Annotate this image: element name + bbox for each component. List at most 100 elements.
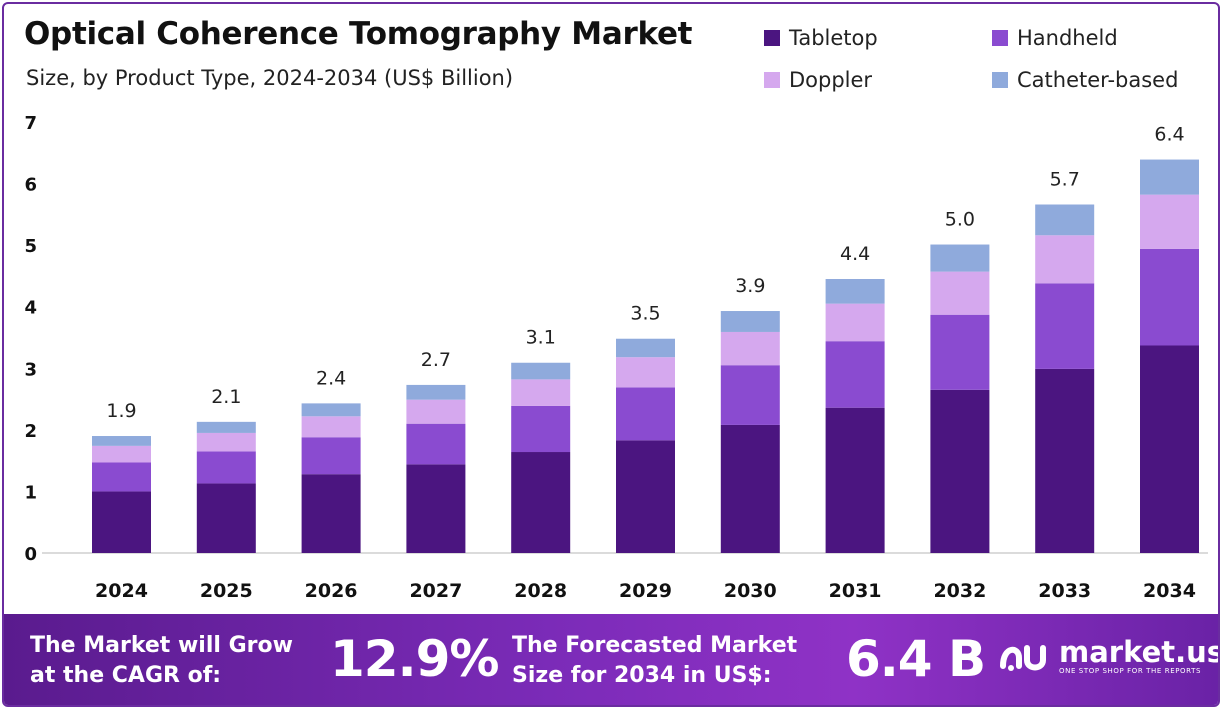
chart-subtitle: Size, by Product Type, 2024-2034 (US$ Bi… (26, 66, 514, 90)
bar-segment-handheld-2031 (825, 341, 885, 408)
legend-swatch (992, 30, 1008, 46)
brand-name: market.us (1059, 635, 1220, 669)
x-tick-label-2027: 2027 (409, 580, 462, 602)
x-tick-label-2024: 2024 (95, 580, 148, 602)
bar-segment-handheld-2027 (406, 423, 466, 465)
legend-swatch (764, 30, 780, 46)
bar-segment-tabletop-2030 (720, 424, 780, 553)
bar-segment-doppler-2028 (511, 379, 571, 406)
y-tick-label: 2 (24, 421, 37, 442)
chart-plot: 0 1 2 3 4 5 6 7 1.9 2024 2.1 2025 2.4 2026 2.7 2027 3.1 2… (24, 113, 1208, 602)
y-tick-label: 6 (24, 175, 37, 196)
y-tick-label: 1 (24, 482, 37, 503)
bar-total-label-2024: 1.9 (106, 400, 136, 422)
bar-segment-catheter-based-2030 (720, 311, 780, 332)
bar-segment-handheld-2030 (720, 365, 780, 425)
x-tick-label-2026: 2026 (305, 580, 358, 602)
bar-total-label-2026: 2.4 (316, 367, 346, 389)
legend-swatch (764, 72, 780, 88)
bar-segment-catheter-based-2031 (825, 279, 885, 304)
bar-segment-tabletop-2026 (301, 474, 361, 553)
x-tick-label-2025: 2025 (200, 580, 253, 602)
bar-total-label-2027: 2.7 (421, 349, 451, 371)
bar-segment-handheld-2024 (92, 462, 151, 492)
bar-segment-doppler-2025 (196, 432, 256, 452)
bar-segment-catheter-based-2025 (196, 421, 256, 433)
bar-segment-doppler-2026 (301, 416, 361, 438)
legend-item-catheter-based: Catheter-based (992, 68, 1178, 92)
bar-total-label-2028: 3.1 (526, 327, 556, 349)
x-tick-label-2030: 2030 (724, 580, 777, 602)
bar-segment-tabletop-2034 (1140, 345, 1199, 553)
y-tick-label: 0 (24, 544, 37, 565)
bar-segment-tabletop-2029 (616, 440, 675, 553)
bar-segment-doppler-2024 (92, 445, 151, 463)
cagr-caption: The Market will Grow at the CAGR of: (30, 631, 293, 691)
bar-segment-doppler-2027 (406, 399, 466, 424)
legend-label: Tabletop (789, 26, 878, 50)
cagr-value: 12.9% (330, 630, 499, 688)
bar-segment-tabletop-2027 (406, 464, 466, 553)
legend-swatch (992, 72, 1008, 88)
bar-segment-doppler-2031 (825, 303, 885, 342)
bar-segment-tabletop-2031 (825, 407, 885, 553)
bar-segment-handheld-2034 (1140, 248, 1199, 346)
footer-banner: The Market will Grow at the CAGR of: 12.… (4, 614, 1220, 705)
bar-segment-tabletop-2025 (196, 483, 256, 553)
bar-segment-tabletop-2024 (92, 491, 151, 553)
legend-label: Handheld (1017, 26, 1118, 50)
cagr-caption-line-2: at the CAGR of: (30, 663, 222, 688)
forecast-caption-line-1: The Forecasted Market (512, 633, 798, 658)
legend-label: Catheter-based (1017, 68, 1179, 92)
bar-segment-doppler-2029 (616, 357, 675, 388)
forecast-caption: The Forecasted Market Size for 2034 in U… (512, 631, 797, 691)
chart-title: Optical Coherence Tomography Market (24, 16, 693, 52)
x-tick-label-2032: 2032 (933, 580, 986, 602)
bar-total-label-2033: 5.7 (1050, 169, 1080, 191)
bar-total-label-2034: 6.4 (1154, 124, 1184, 146)
bar-total-label-2031: 4.4 (840, 243, 870, 265)
bar-segment-tabletop-2028 (511, 452, 571, 553)
bar-segment-catheter-based-2024 (92, 436, 151, 446)
bar-segment-handheld-2026 (301, 437, 361, 475)
bar-segment-catheter-based-2034 (1140, 159, 1199, 195)
y-tick-label: 4 (24, 298, 37, 319)
bar-segment-handheld-2032 (930, 314, 990, 390)
y-tick-label: 7 (24, 113, 37, 134)
bar-segment-catheter-based-2029 (616, 338, 675, 358)
x-tick-label-2031: 2031 (829, 580, 882, 602)
x-tick-label-2029: 2029 (619, 580, 672, 602)
bar-segment-catheter-based-2026 (301, 403, 361, 417)
bar-segment-catheter-based-2032 (930, 244, 990, 272)
bar-segment-handheld-2028 (511, 405, 571, 453)
forecast-caption-line-2: Size for 2034 in US$: (512, 663, 772, 688)
bar-segment-tabletop-2033 (1035, 368, 1095, 553)
brand-logo: market.us ONE STOP SHOP FOR THE REPORTS (997, 635, 1220, 676)
x-tick-label-2033: 2033 (1038, 580, 1091, 602)
bar-total-label-2029: 3.5 (630, 303, 660, 325)
bar-total-label-2030: 3.9 (735, 275, 765, 297)
cagr-caption-line-1: The Market will Grow (30, 633, 293, 658)
legend-item-handheld: Handheld (992, 26, 1118, 50)
bar-segment-handheld-2025 (196, 451, 256, 484)
bar-segment-doppler-2033 (1035, 235, 1095, 284)
market-us-logo-icon (1000, 645, 1046, 671)
bar-segment-catheter-based-2033 (1035, 204, 1095, 236)
x-tick-label-2028: 2028 (514, 580, 567, 602)
bar-total-label-2032: 5.0 (945, 209, 975, 231)
bar-segment-catheter-based-2027 (406, 384, 466, 400)
bar-total-label-2025: 2.1 (211, 386, 241, 408)
x-tick-label-2034: 2034 (1143, 580, 1196, 602)
y-tick-label: 3 (24, 359, 37, 380)
bar-segment-handheld-2033 (1035, 283, 1095, 369)
bar-segment-catheter-based-2028 (511, 362, 571, 380)
bar-segment-tabletop-2032 (930, 389, 990, 553)
legend-item-tabletop: Tabletop (764, 26, 878, 50)
y-tick-label: 5 (24, 236, 37, 257)
brand-tagline: ONE STOP SHOP FOR THE REPORTS (1059, 667, 1202, 675)
bar-segment-doppler-2034 (1140, 194, 1199, 249)
legend-item-doppler: Doppler (764, 68, 872, 92)
bar-segment-doppler-2032 (930, 271, 990, 315)
forecast-value: 6.4 B (846, 630, 986, 688)
